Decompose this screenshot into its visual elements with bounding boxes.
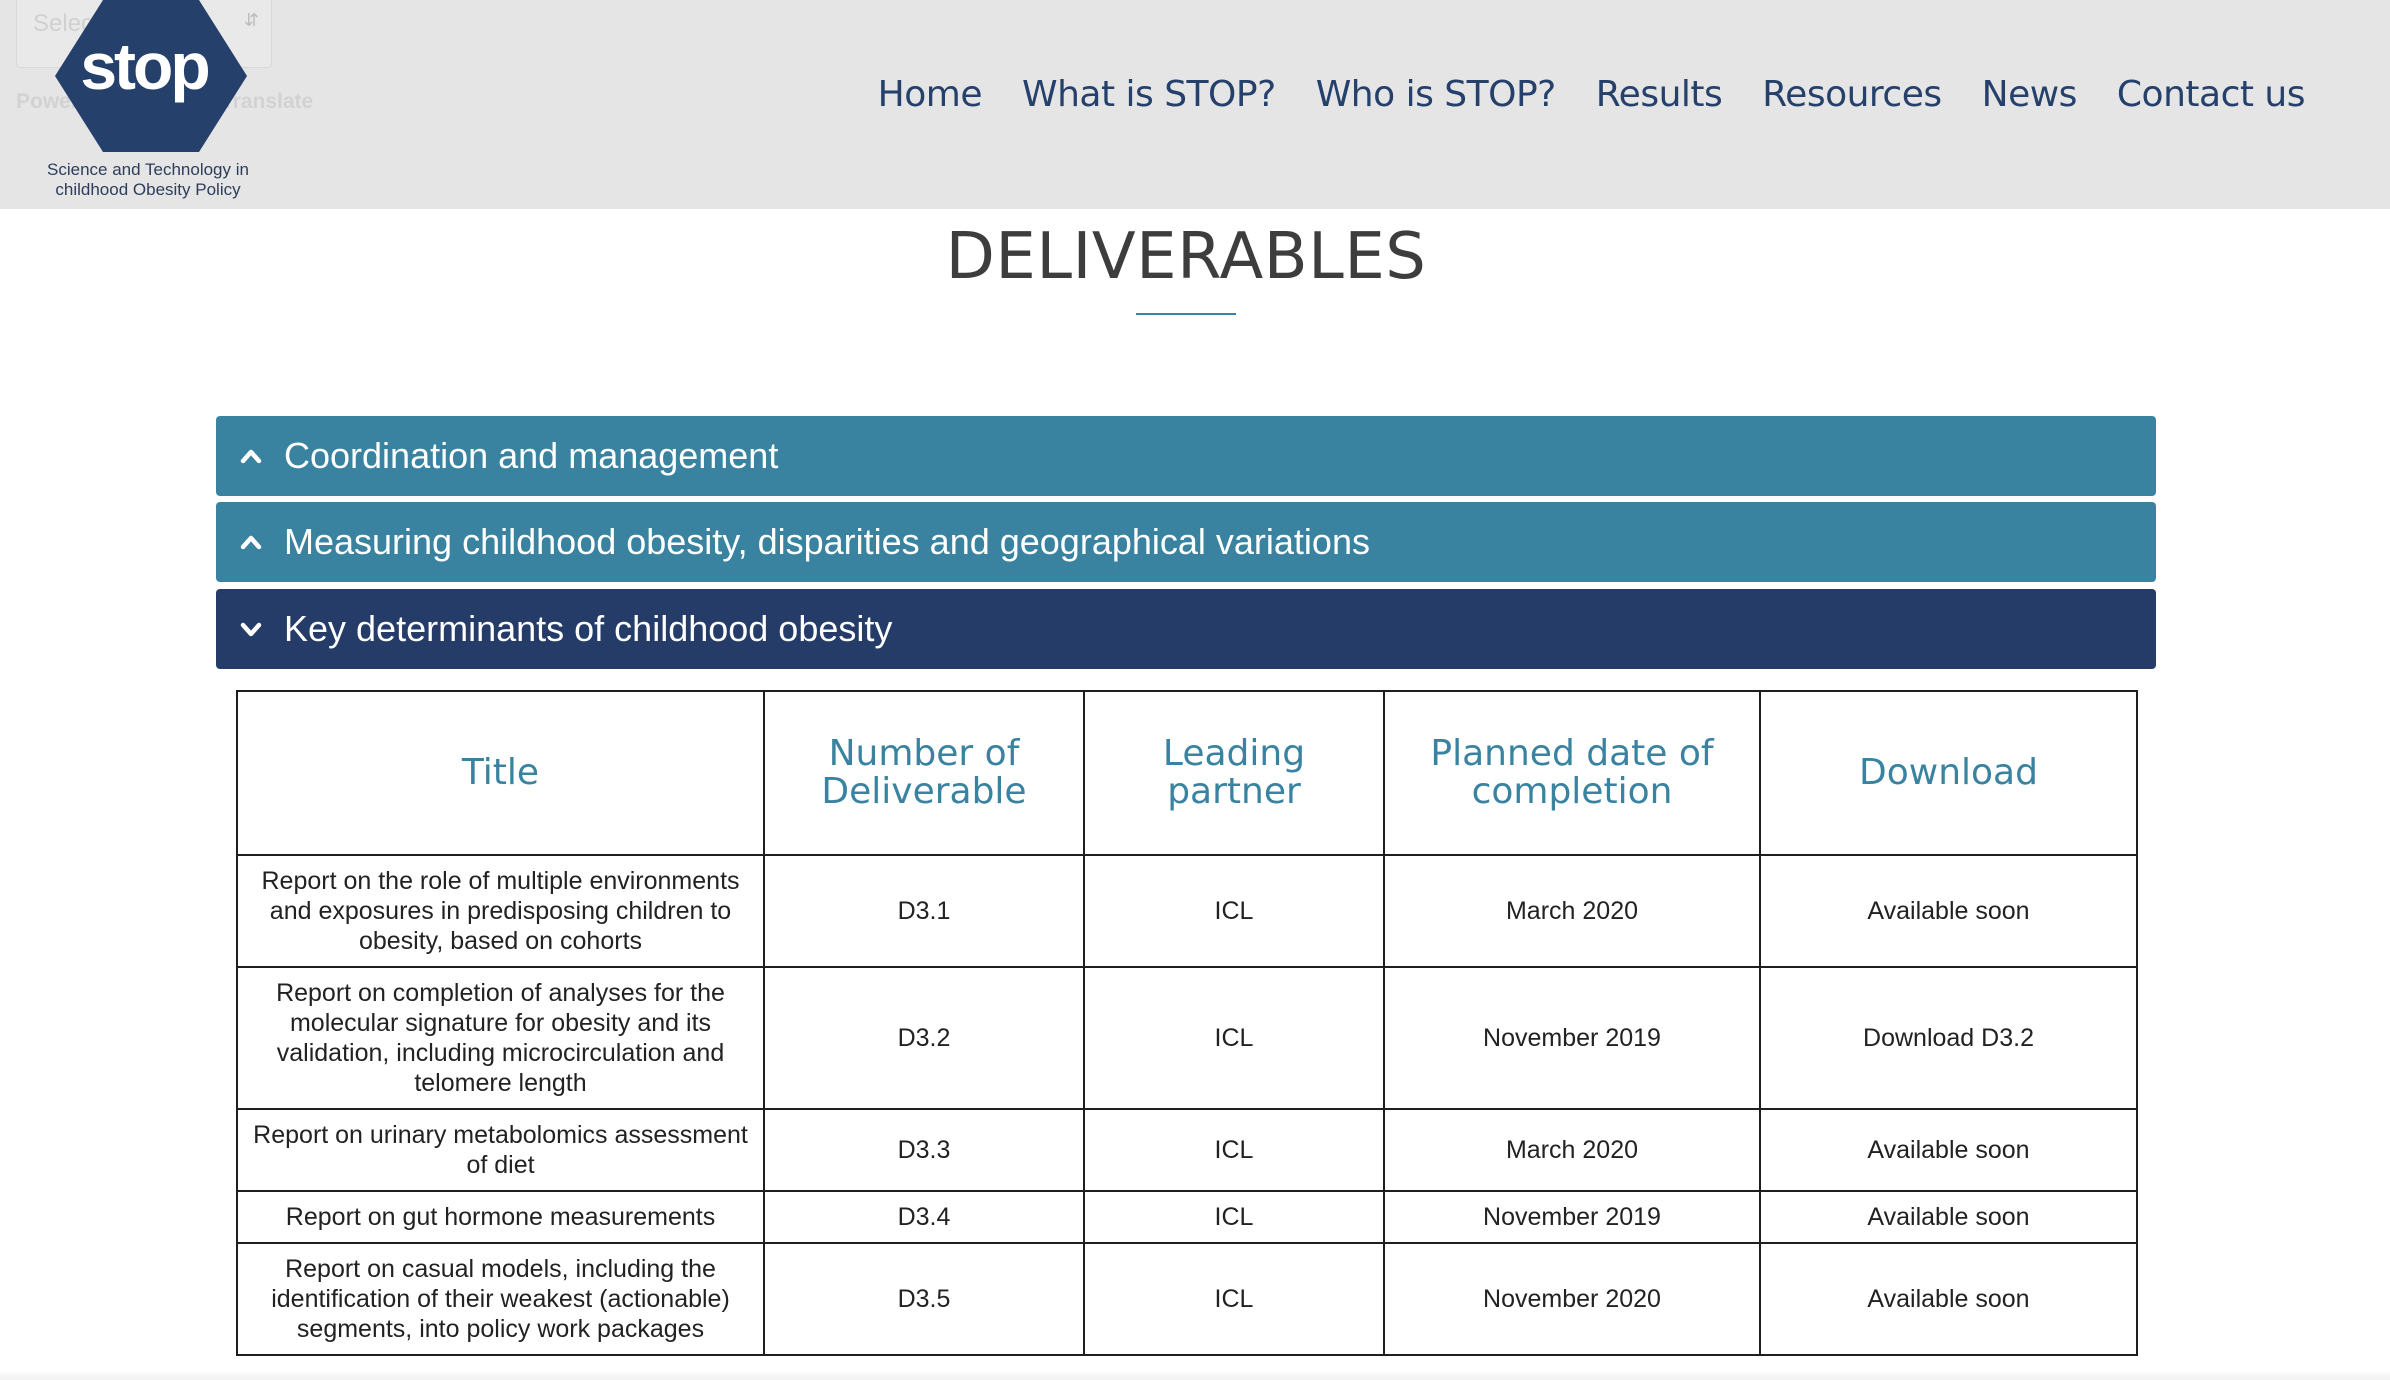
cell-number: D3.5	[763, 1242, 1085, 1356]
title-underline	[1136, 313, 1236, 315]
cell-title: Report on completion of analyses for the…	[236, 966, 765, 1110]
column-header-download: Download	[1759, 690, 2138, 856]
chevron-up-icon	[240, 535, 262, 550]
bottom-fade	[0, 1370, 2390, 1380]
cell-date: March 2020	[1383, 854, 1761, 968]
hexagon-logo-icon	[55, 0, 247, 152]
nav-news[interactable]: News	[1981, 74, 2078, 115]
chevron-up-icon	[240, 449, 262, 464]
cell-number: D3.4	[763, 1190, 1085, 1244]
nav-results[interactable]: Results	[1595, 74, 1723, 115]
select-arrows-icon: ⇵	[243, 10, 259, 30]
cell-title: Report on gut hormone measurements	[236, 1190, 765, 1244]
logo-wordmark: stop	[80, 29, 210, 103]
cell-date: November 2020	[1383, 1242, 1761, 1356]
cell-download-link[interactable]: Download D3.2	[1759, 966, 2138, 1110]
main-nav: Home What is STOP? Who is STOP? Results …	[838, 74, 2306, 115]
table-header-row: Title Number of Deliverable Leading part…	[236, 690, 2138, 856]
column-header-title: Title	[236, 690, 765, 856]
nav-contact-us[interactable]: Contact us	[2116, 74, 2306, 115]
cell-title: Report on urinary metabolomics assessmen…	[236, 1108, 765, 1192]
site-header: Select Language ⇵ Powered by Translate s…	[0, 0, 2390, 209]
cell-number: D3.1	[763, 854, 1085, 968]
column-header-partner: Leading partner	[1083, 690, 1385, 856]
cell-partner: ICL	[1083, 1108, 1385, 1192]
table-row: Report on completion of analyses for the…	[236, 966, 2138, 1110]
cell-partner: ICL	[1083, 1190, 1385, 1244]
cell-number: D3.3	[763, 1108, 1085, 1192]
nav-home[interactable]: Home	[877, 74, 983, 115]
site-logo[interactable]: stop Science and Technology in childhood…	[30, 0, 270, 209]
accordion-key-determinants[interactable]: Key determinants of childhood obesity	[216, 589, 2156, 669]
cell-partner: ICL	[1083, 854, 1385, 968]
cell-title: Report on the role of multiple environme…	[236, 854, 765, 968]
cell-title: Report on casual models, including the i…	[236, 1242, 765, 1356]
cell-partner: ICL	[1083, 1242, 1385, 1356]
table-row: Report on urinary metabolomics assessmen…	[236, 1108, 2138, 1192]
cell-date: November 2019	[1383, 966, 1761, 1110]
column-header-number: Number of Deliverable	[763, 690, 1085, 856]
nav-who-is-stop[interactable]: Who is STOP?	[1315, 74, 1557, 115]
cell-partner: ICL	[1083, 966, 1385, 1110]
cell-date: November 2019	[1383, 1190, 1761, 1244]
chevron-down-icon	[240, 622, 262, 637]
deliverables-table: Title Number of Deliverable Leading part…	[236, 690, 2138, 1356]
table-row: Report on casual models, including the i…	[236, 1242, 2138, 1356]
cell-date: March 2020	[1383, 1108, 1761, 1192]
accordion-measuring-childhood-obesity[interactable]: Measuring childhood obesity, disparities…	[216, 502, 2156, 582]
cell-number: D3.2	[763, 966, 1085, 1110]
cell-download: Available soon	[1759, 1242, 2138, 1356]
cell-download: Available soon	[1759, 854, 2138, 968]
logo-tagline-line1: Science and Technology in	[47, 160, 249, 179]
table-row: Report on gut hormone measurements D3.4 …	[236, 1190, 2138, 1244]
translate-link[interactable]: Translate	[221, 90, 314, 113]
table-row: Report on the role of multiple environme…	[236, 854, 2138, 968]
accordion-label: Measuring childhood obesity, disparities…	[284, 521, 1370, 562]
accordion-coordination-and-management[interactable]: Coordination and management	[216, 416, 2156, 496]
cell-download: Available soon	[1759, 1190, 2138, 1244]
logo-tagline-line2: childhood Obesity Policy	[55, 180, 241, 199]
column-header-date: Planned date of completion	[1383, 690, 1761, 856]
page-title: DELIVERABLES	[945, 220, 1427, 294]
logo-tagline: Science and Technology in childhood Obes…	[30, 160, 266, 200]
nav-resources[interactable]: Resources	[1762, 74, 1942, 115]
accordion-label: Coordination and management	[284, 435, 779, 476]
nav-what-is-stop[interactable]: What is STOP?	[1021, 74, 1276, 115]
cell-download: Available soon	[1759, 1108, 2138, 1192]
accordion-label: Key determinants of childhood obesity	[284, 608, 893, 649]
